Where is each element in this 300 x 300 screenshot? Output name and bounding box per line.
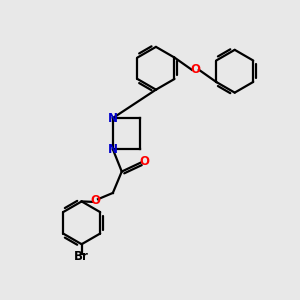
Text: N: N <box>108 143 118 156</box>
Text: O: O <box>190 63 200 76</box>
Text: O: O <box>139 154 149 168</box>
Text: N: N <box>108 112 118 124</box>
Text: Br: Br <box>74 250 89 263</box>
Text: O: O <box>90 194 100 207</box>
